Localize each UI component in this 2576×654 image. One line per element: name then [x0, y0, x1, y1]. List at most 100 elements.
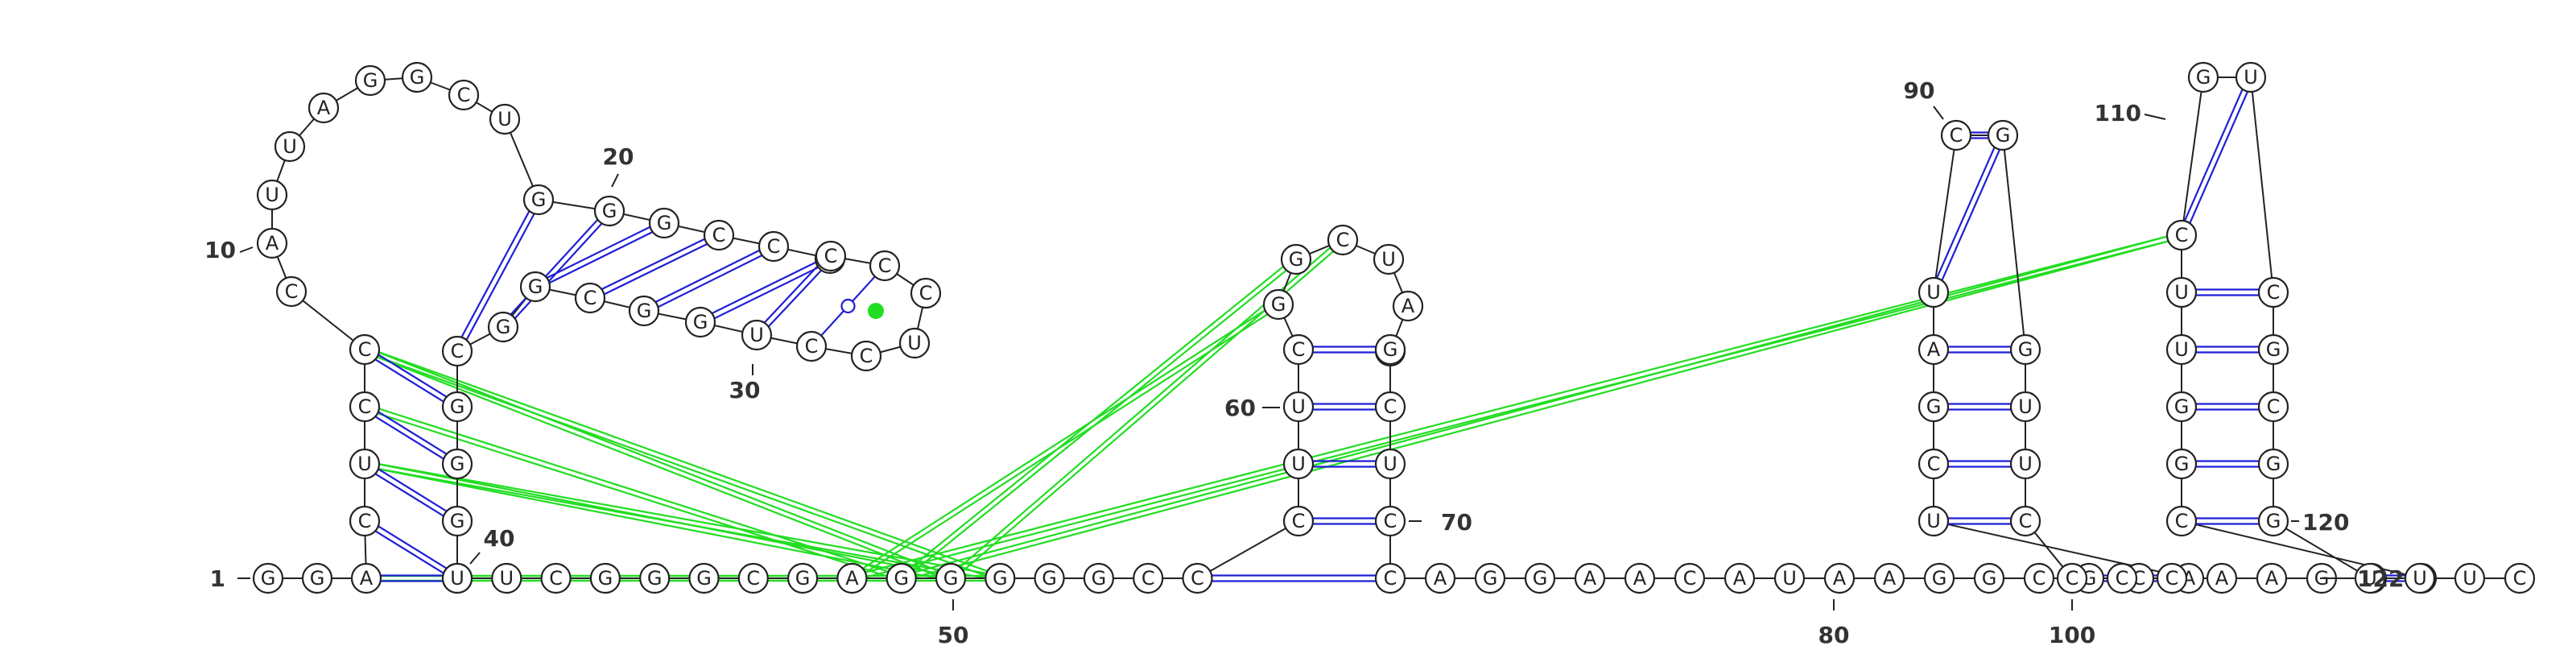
nucleotide-circle	[1918, 333, 1950, 366]
nucleotide-letter: U	[907, 332, 922, 354]
nucleotide-67: C	[1374, 391, 1406, 423]
nucleotide-letter: U	[749, 324, 764, 346]
nucleotide-layer: GGACUCCCAUUAGGCUGGGCCGCCCUCCUGGCGGCGGGAU…	[252, 61, 2536, 594]
base-pair-59-66	[1313, 346, 1376, 354]
nucleotide-letter: G	[450, 510, 465, 532]
base-pair-5-38	[374, 468, 448, 517]
nucleotide-letter: C	[1191, 567, 1204, 590]
nucleotide-circle	[1392, 290, 1424, 322]
base-pair-57-68	[1313, 460, 1376, 468]
pair-line	[549, 231, 653, 284]
nucleotide-letter: G	[1533, 567, 1548, 590]
nucleotide-letter: C	[805, 335, 819, 358]
nucleotide-letter: A	[1402, 295, 1415, 317]
nucleotide-letter: C	[549, 567, 563, 590]
nucleotide-circle	[1374, 448, 1406, 480]
nucleotide-circle	[2257, 391, 2289, 423]
nucleotide-letter: A	[1833, 567, 1847, 590]
nucleotide-33: G	[519, 271, 551, 303]
nucleotide-letter: A	[1583, 567, 1597, 590]
nucleotide-circle	[910, 277, 942, 309]
nucleotide-115: G	[2257, 333, 2289, 366]
nucleotide-letter: G	[993, 567, 1008, 590]
nucleotide-72: G	[1474, 562, 1506, 594]
nucleotide-letter: A	[1927, 338, 1941, 361]
nucleotide-111: C	[2165, 219, 2198, 251]
nucleotide-97: C	[2009, 505, 2041, 537]
nucleotide-circle	[1133, 562, 1164, 594]
pair-line	[658, 255, 762, 308]
nucleotide-circle	[2404, 562, 2436, 594]
base-pair-88-96	[1948, 460, 2011, 468]
label-text: 20	[603, 143, 634, 170]
nucleotide-letter: G	[1271, 293, 1286, 316]
pair-line	[510, 219, 599, 316]
nucleotide-3: A	[350, 562, 382, 594]
pair-line	[763, 263, 819, 324]
pseudoknot-dot	[868, 303, 884, 319]
nucleotide-106: C	[2165, 505, 2198, 537]
nucleotide-letter: A	[360, 567, 374, 590]
nucleotide-letter: G	[894, 567, 909, 590]
nucleotide-circle	[308, 92, 340, 124]
nucleotide-38: G	[441, 505, 473, 537]
pair-line	[655, 249, 760, 303]
nucleotide-18: G	[593, 195, 625, 227]
base-pair-90-94	[1948, 346, 2011, 354]
nucleotide-6: C	[349, 391, 381, 423]
nucleotide-43: G	[589, 562, 621, 594]
nucleotide-letter: G	[2174, 395, 2190, 418]
base-pair-3-40	[381, 574, 443, 582]
nucleotide-letter: G	[657, 212, 672, 234]
nucleotide-letter: C	[2513, 567, 2527, 590]
nucleotide-circle	[349, 333, 381, 366]
base-pair-18-34	[510, 219, 603, 319]
nucleotide-79: A	[1823, 562, 1856, 594]
nucleotide-letter: C	[767, 235, 781, 258]
nucleotide-letter: C	[285, 280, 299, 303]
nucleotide-circle	[985, 562, 1016, 594]
position-label-50: 50	[938, 599, 969, 648]
nucleotide-circle	[684, 306, 716, 338]
nucleotide-letter: C	[451, 340, 464, 362]
nucleotide-circle	[1182, 562, 1213, 594]
nucleotide-letter: C	[1927, 453, 1941, 475]
nucleotide-letter: U	[1291, 453, 1306, 475]
base-pair-23-29	[763, 263, 824, 328]
pseudoknot-pair-7-51	[363, 346, 1001, 582]
nucleotide-19: G	[648, 207, 680, 239]
nucleotide-circle	[354, 64, 386, 97]
label-text: 50	[938, 622, 969, 648]
pseudoknot-pair-48-111	[851, 232, 2183, 582]
nucleotide-letter: G	[2174, 453, 2190, 475]
nucleotide-27: C	[850, 340, 882, 372]
nucleotide-7: C	[349, 333, 381, 366]
nucleotide-87: U	[1918, 505, 1950, 537]
label-text: 90	[1904, 77, 1935, 104]
nucleotide-82: G	[1973, 562, 2005, 594]
base-pair-87-97	[1948, 517, 2011, 525]
nucleotide-letter: U	[1383, 453, 1397, 475]
pk-line	[364, 465, 951, 582]
nucleotide-letter: U	[1926, 281, 1941, 304]
nucleotide-letter: G	[696, 567, 712, 590]
nucleotide-letter: A	[2265, 567, 2279, 590]
label-text: 40	[484, 525, 515, 552]
nucleotide-44: G	[639, 562, 671, 594]
position-label-30: 30	[729, 364, 761, 404]
nucleotide-114: C	[2257, 276, 2289, 308]
nucleotide-circle	[1918, 505, 1950, 537]
base-pair-17-35	[460, 210, 535, 341]
nucleotide-96: U	[2009, 448, 2041, 480]
pseudoknot-layer	[363, 232, 2183, 582]
nucleotide-circle	[489, 103, 521, 135]
nucleotide-107: G	[2165, 448, 2198, 480]
nucleotide-letter: G	[450, 453, 465, 475]
nucleotide-20: C	[703, 219, 735, 251]
nucleotide-circle	[1918, 391, 1950, 423]
nucleotide-letter: U	[450, 567, 464, 590]
label-text: 30	[729, 377, 761, 404]
backbone-bond-7	[291, 291, 365, 350]
pair-line	[604, 243, 708, 296]
nucleotide-letter: C	[1950, 124, 1963, 147]
